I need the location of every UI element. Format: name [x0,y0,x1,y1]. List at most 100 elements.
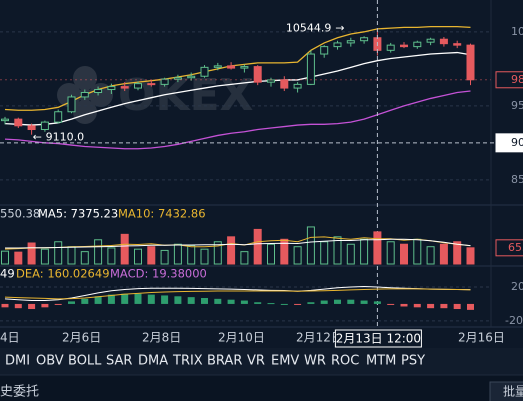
volume-bar [439,243,448,265]
candle-body [213,65,222,68]
volume-bar [360,238,369,265]
x-tick-label: 2月6日 [62,331,101,345]
volume-bar [373,231,382,265]
candle-body [54,111,63,123]
macd-bar [147,294,155,304]
macd-bar [240,300,248,304]
indicator-tab[interactable]: BRAR [207,354,242,369]
candle-body [107,86,116,91]
macd-bar [28,303,36,310]
indicator-tab[interactable]: SAR [106,354,132,369]
candle-body [280,79,289,89]
candle-body [200,66,209,77]
arrow: ← [33,131,42,144]
candle-body [120,86,129,89]
volume-bar [120,233,129,265]
volume-bar [293,246,302,265]
volume-bar [187,244,196,265]
candle-body [439,38,448,45]
macd-header: MACD: 19.38000 [110,267,207,281]
volume-header: MA5: 7375.23 [38,207,118,221]
volume-bar [1,250,9,265]
indicator-tab[interactable]: MTM [366,354,396,369]
volume-bar [27,242,36,265]
indicator-tab[interactable]: ROC [331,354,359,369]
volume-bar [94,239,103,265]
indicator-tab[interactable]: PSY [401,354,425,369]
volume-bar [413,238,422,265]
macd-bar [174,296,182,304]
volume-bar [54,241,63,265]
candle-body [80,92,89,98]
macd-bar [1,303,9,308]
volume-bar [14,251,23,265]
volume-header: MA10: 7432.86 [118,207,206,221]
footer-tab[interactable]: 史委托 [0,385,39,400]
volume-bar [306,226,315,265]
candle-body [333,42,342,48]
candle-body [413,41,422,48]
indicator-tab[interactable]: DMA [138,354,168,369]
x-tick-label: 2月16日 [458,331,505,345]
volume-bar [173,243,182,265]
indicator-tab[interactable]: TRIX [172,354,203,369]
candle-body [27,125,36,131]
candle-body [187,75,196,79]
candle-body [1,118,9,122]
macd-bar [107,294,115,304]
macd-bar [41,303,49,308]
volume-box [495,239,523,257]
indicator-tab[interactable]: WR [304,354,326,369]
macd-header: 49 [0,267,15,281]
indicator-bar [0,348,523,375]
macd-bar [14,303,22,309]
volume-bar [466,247,475,265]
button-label[interactable]: 批量 [503,384,523,399]
volume-bar [240,251,249,265]
volume-bar [213,241,222,265]
macd-bar [134,293,142,304]
macd-bar [467,303,474,310]
volume-bar [253,228,262,265]
high-label: 10544.9 [286,22,332,35]
button[interactable] [489,381,523,401]
y-tick-label: 8500 [511,173,523,186]
volume-bar [333,236,342,265]
macd-bar [373,301,381,304]
macd-bar [227,299,235,304]
candle-body [227,65,236,69]
candle-body [160,78,169,85]
y-tick-label: 9500 [511,99,523,112]
macd-bar [453,303,461,310]
x-tick-label: 2月8日 [142,331,181,345]
indicator-tab[interactable]: OBV [36,354,64,369]
volume-bar [147,246,156,265]
macd-bar [214,298,222,304]
volume-bar [453,241,462,265]
macd-bar [400,303,408,307]
candle-body [360,37,369,42]
candle-body [400,44,408,48]
y-tick-label: -200 [505,314,523,327]
candle-body [306,53,315,85]
candle-body [453,43,462,46]
macd-bar [440,303,448,309]
candle-body [240,66,249,69]
macd-dea [4,288,471,300]
macd-bar [320,300,328,304]
indicator-tab[interactable]: DMI [5,354,30,369]
macd-bar [201,297,208,304]
volume-bar [40,248,49,265]
macd-bar [360,300,368,304]
footer-bar [0,375,523,401]
macd-bar [280,303,288,305]
volume-bar [280,238,289,265]
candle-body [426,38,435,43]
candle-body [14,118,23,127]
watermark: OKEX [118,70,254,121]
indicator-tab[interactable]: EMV [271,354,299,369]
indicator-tab[interactable]: BOLL [68,354,102,369]
macd-bar [54,303,62,305]
indicator-tab[interactable]: VR [247,354,265,369]
